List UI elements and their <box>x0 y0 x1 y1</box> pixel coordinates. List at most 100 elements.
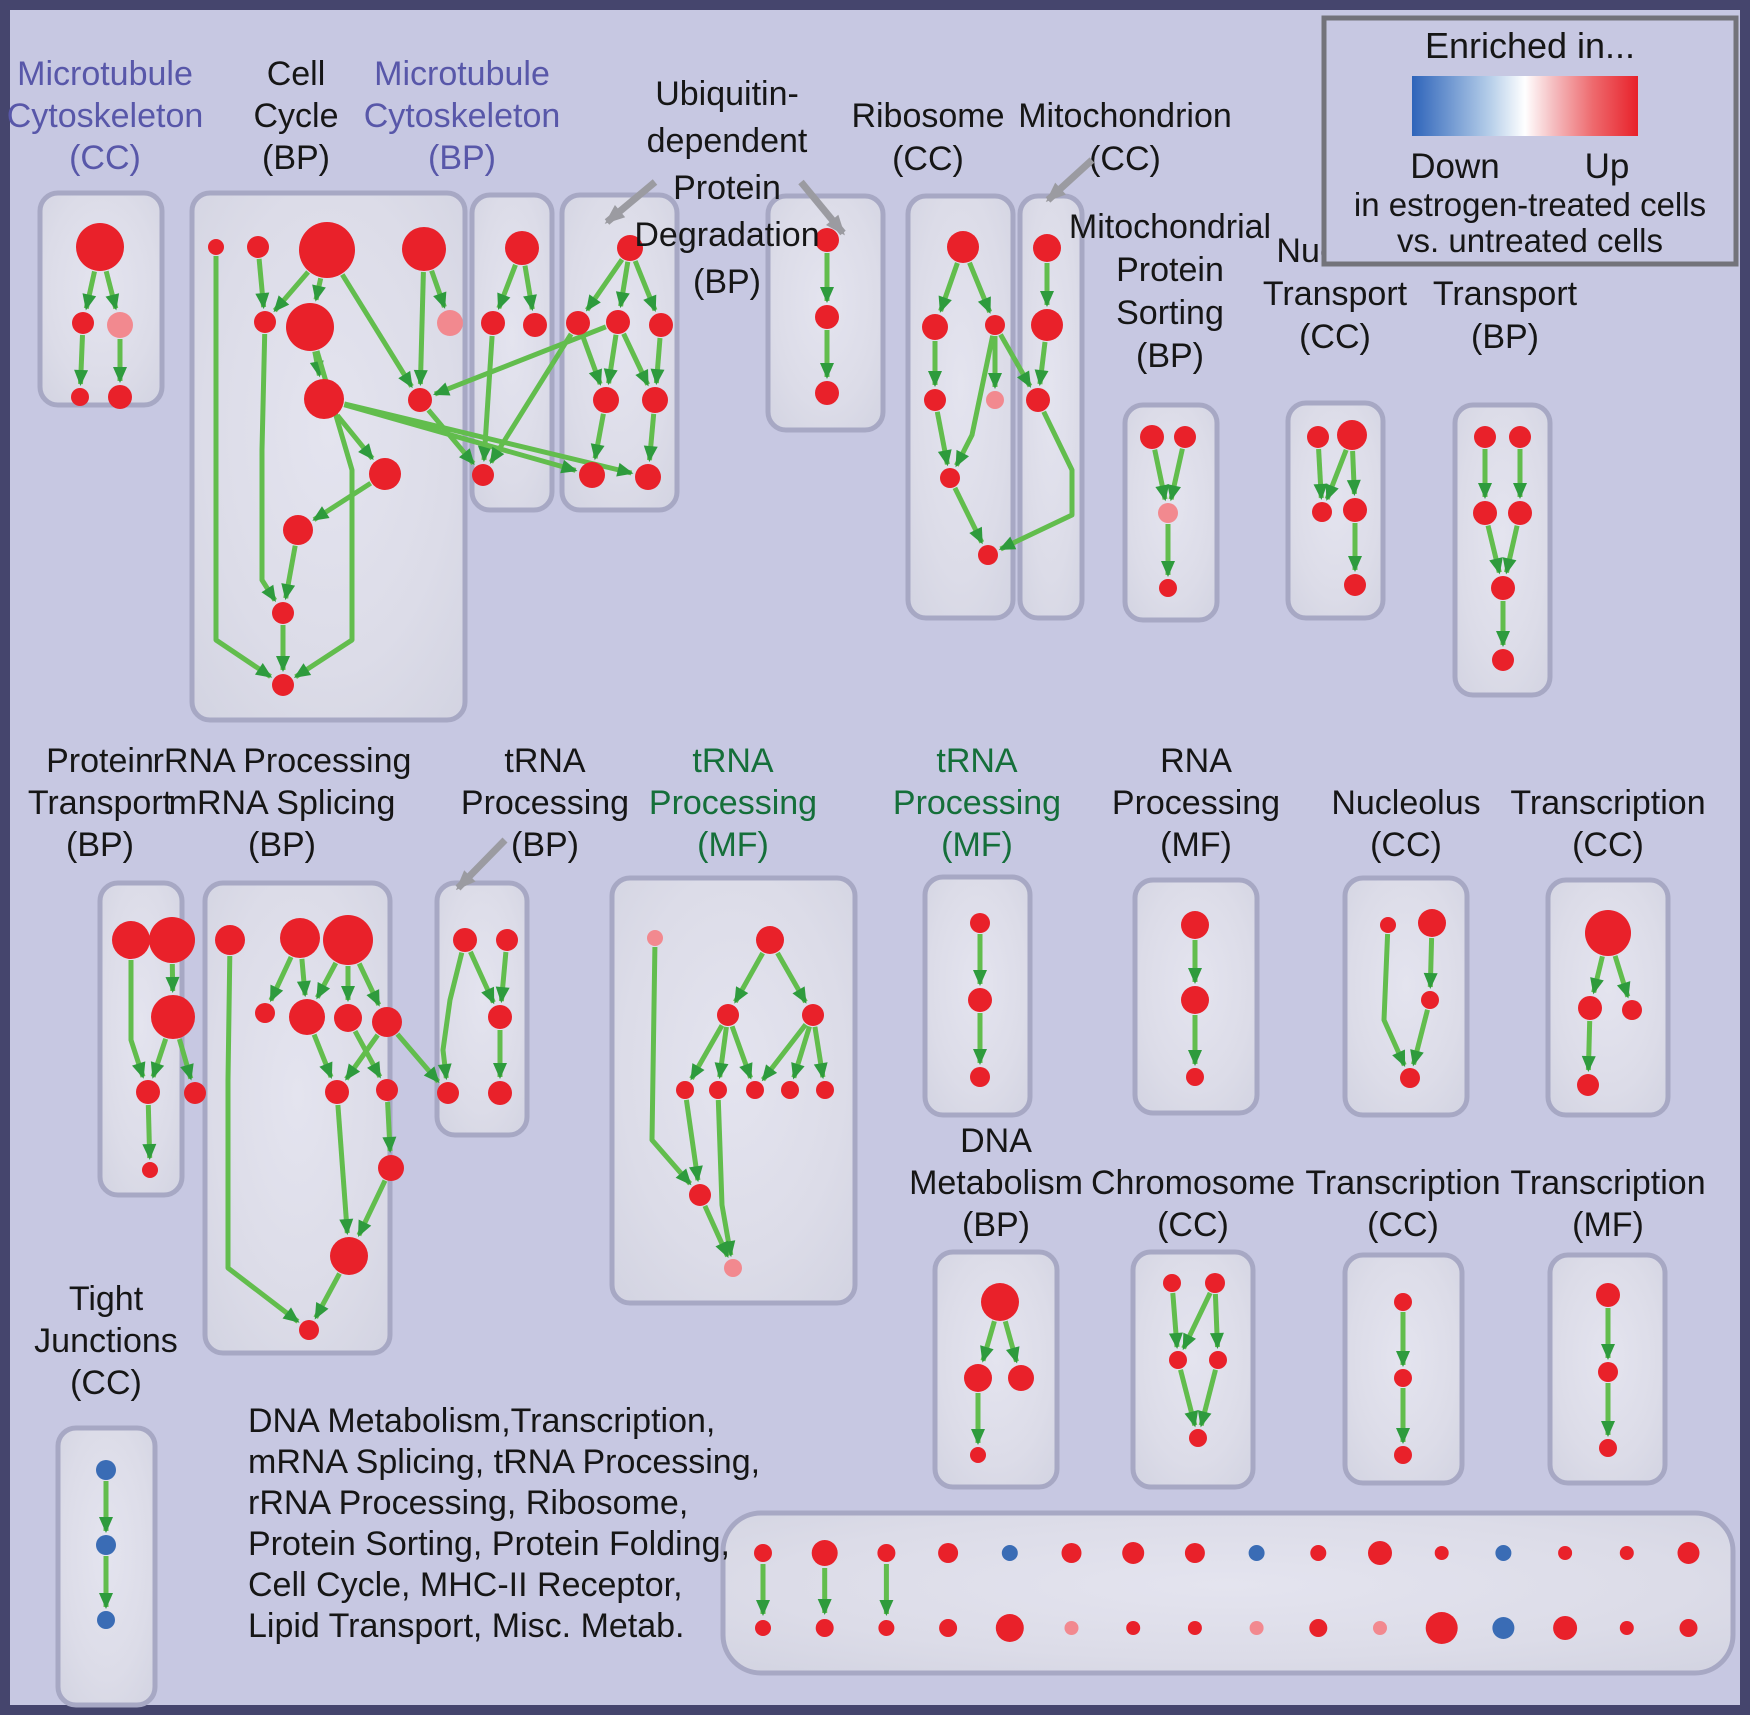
gene-node-s1 <box>981 1283 1019 1321</box>
gene-node-j4 <box>1508 501 1532 525</box>
gene-node-h2 <box>1174 426 1196 448</box>
gene-node-f7 <box>978 545 998 565</box>
gene-node-l12 <box>330 1237 368 1275</box>
cluster-label-transcription-cc-upper: Transcription (CC) <box>1510 784 1705 864</box>
gene-node-misc-bot-16 <box>1679 1619 1698 1637</box>
edge-n1-n10 <box>649 946 692 1186</box>
gene-node-misc-top-12 <box>1434 1546 1449 1560</box>
gene-node-k3 <box>151 995 195 1039</box>
edge-g3-f7 <box>998 410 1075 552</box>
gene-node-e3 <box>815 381 839 405</box>
gene-node-l8 <box>372 1007 402 1037</box>
gene-node-t2 <box>1205 1273 1225 1293</box>
edge-n4-n7 <box>761 1022 808 1082</box>
gene-node-n10 <box>689 1184 711 1206</box>
edge-t4-t5 <box>1197 1369 1218 1428</box>
gene-node-r3 <box>1622 1000 1642 1020</box>
cluster-box-protein-transport-bp <box>97 880 185 1198</box>
edge-c1-c3 <box>522 265 537 312</box>
gene-node-n7 <box>746 1081 764 1099</box>
edge-b9-c4 <box>426 408 476 466</box>
cluster-box-dna-metabolism-bp <box>932 1249 1060 1490</box>
edge-l7-l10 <box>352 1030 383 1079</box>
gene-node-misc-top-9 <box>1248 1545 1265 1561</box>
legend-subtitle-1: in estrogen-treated cells <box>1354 186 1706 223</box>
gray-arrow-ubiquitin-arrow-left <box>604 179 658 225</box>
cluster-label-microtubule-bp: Microtubule Cytoskeleton (BP) <box>364 55 561 177</box>
cluster-label-cell-cycle-bp: Cell Cycle (BP) <box>253 55 338 177</box>
gene-node-a5 <box>108 385 132 409</box>
gene-node-b12 <box>272 602 294 624</box>
gene-node-u1 <box>1394 1293 1412 1311</box>
gene-node-k4 <box>136 1080 160 1104</box>
gene-node-g2 <box>1031 309 1063 341</box>
gene-node-misc-top-10 <box>1310 1545 1327 1561</box>
gene-node-s3 <box>1008 1365 1034 1391</box>
gene-node-i2 <box>1337 420 1367 450</box>
gene-node-t4 <box>1209 1351 1227 1369</box>
cluster-label-dna-metabolism-bp: DNA Metabolism (BP) <box>909 1122 1083 1244</box>
edge-n2-n3 <box>733 951 765 1004</box>
gene-node-f4 <box>924 389 946 411</box>
edge-l2-l5 <box>268 955 294 1003</box>
gene-node-b4 <box>402 227 446 271</box>
edge-i1-i3 <box>1313 448 1328 500</box>
edge-f1-f3 <box>967 261 993 314</box>
gene-node-d6 <box>642 387 668 413</box>
cluster-box-rna-transport-bp <box>1452 402 1553 698</box>
edge-c1-c2 <box>496 263 518 310</box>
edge-a1-a2 <box>82 270 97 311</box>
gene-node-g1 <box>1033 234 1061 262</box>
cluster-label-nucleolus-cc: Nucleolus (CC) <box>1331 784 1480 864</box>
gene-node-misc-bot-14 <box>1553 1616 1578 1640</box>
edge-f3-g3 <box>998 333 1033 388</box>
cluster-label-trna-processing-mf-2: tRNA Processing (MF) <box>893 742 1061 864</box>
cluster-label-tight-junctions-cc: Tight Junctions (CC) <box>34 1280 178 1402</box>
gene-node-misc-top-11 <box>1368 1541 1392 1565</box>
edge-b11-b12 <box>281 545 298 601</box>
edge-d4-d6 <box>650 337 665 386</box>
edge-l11-l12 <box>356 1179 388 1238</box>
gene-node-q1 <box>1380 917 1396 933</box>
gene-node-i4 <box>1343 498 1367 522</box>
gene-node-d5 <box>593 387 619 413</box>
gene-node-j3 <box>1473 501 1497 525</box>
gene-node-a3 <box>107 312 133 338</box>
gene-node-c1 <box>505 231 539 265</box>
edge-l3-l6 <box>315 961 339 1000</box>
gene-node-misc-bot-2 <box>815 1619 834 1637</box>
edge-b4-b9 <box>413 271 428 386</box>
misc-text-line-5: Cell Cycle, MHC-II Receptor, <box>248 1566 683 1604</box>
gene-node-i5 <box>1344 574 1366 596</box>
edge-a2-a4 <box>74 334 89 386</box>
cluster-label-rna-processing-mf: RNA Processing (MF) <box>1112 742 1280 864</box>
gene-node-n5 <box>676 1081 694 1099</box>
gene-node-b6 <box>286 303 334 351</box>
gene-node-misc-bot-6 <box>1064 1621 1079 1635</box>
cluster-label-mitochondrion-cc: Mitochondrion (CC) <box>1018 97 1232 178</box>
gene-node-q4 <box>1400 1068 1420 1088</box>
cluster-label-microtubule-cc: Microtubule Cytoskeleton (CC) <box>7 55 204 177</box>
edge-f4-f6 <box>934 411 952 467</box>
misc-text-line-3: rRNA Processing, Ribosome, <box>248 1484 688 1522</box>
gene-node-d1 <box>617 235 643 261</box>
gene-node-misc-bot-10 <box>1309 1619 1328 1637</box>
edge-g2-g3 <box>1034 341 1049 387</box>
gene-node-misc-bot-5 <box>995 1614 1024 1642</box>
gene-node-v1 <box>1596 1283 1620 1307</box>
gene-node-f6 <box>940 468 960 488</box>
edge-l6-l9 <box>311 1033 334 1079</box>
gene-node-misc-top-13 <box>1495 1545 1512 1561</box>
gene-node-b9 <box>408 388 432 412</box>
edge-k4-k5 <box>142 1104 157 1160</box>
edge-q1-q4 <box>1381 933 1407 1068</box>
edge-l10-l11 <box>382 1101 397 1153</box>
gene-node-m4 <box>437 1082 459 1104</box>
gene-node-f1 <box>947 231 979 263</box>
cluster-box-nucleolus-cc <box>1342 875 1470 1118</box>
gene-node-r2 <box>1578 996 1602 1020</box>
gene-node-s2 <box>964 1364 992 1392</box>
nodes <box>71 222 1642 1629</box>
